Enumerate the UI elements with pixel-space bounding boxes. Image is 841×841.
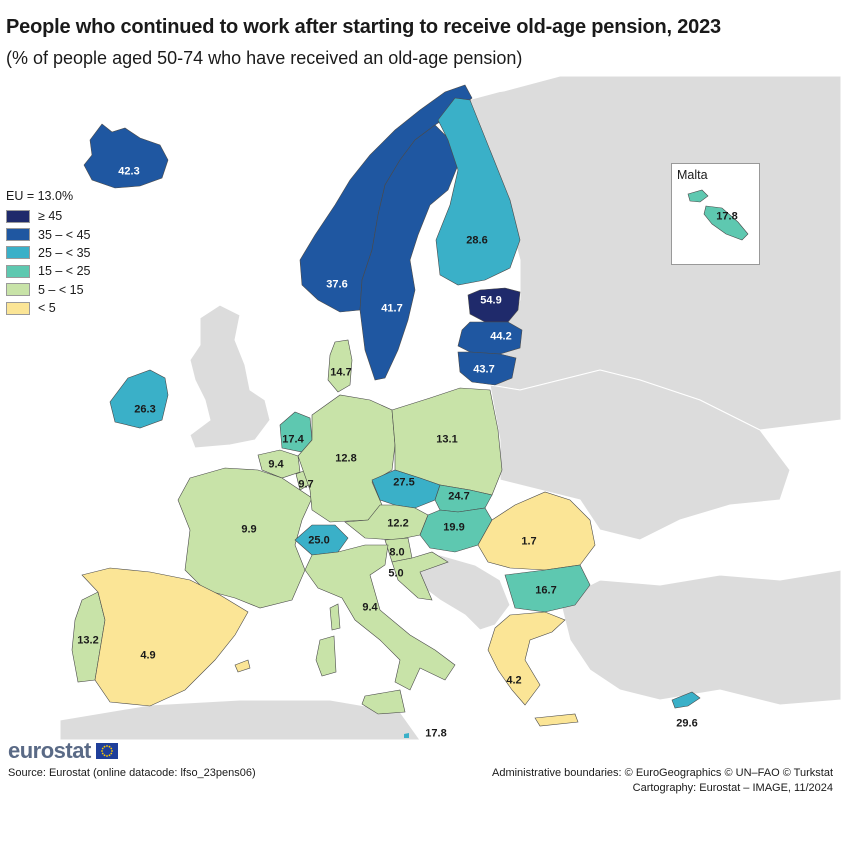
label-de: 12.8 <box>335 452 357 465</box>
country-se <box>359 124 459 381</box>
country-ie <box>109 369 169 429</box>
legend-title: EU = 13.0% <box>6 189 74 203</box>
country-be <box>257 449 301 479</box>
russia-land <box>469 76 841 431</box>
country-ro <box>477 491 596 571</box>
legend-item: 5 – < 15 <box>6 281 90 299</box>
legend-item: 35 – < 45 <box>6 225 90 243</box>
legend-label: 35 – < 45 <box>38 227 91 242</box>
label-cz: 27.5 <box>393 476 415 489</box>
belarus-ukraine-land <box>489 369 791 541</box>
country-at <box>344 504 429 541</box>
country-es-balearic <box>234 659 251 673</box>
label-cy: 29.6 <box>676 717 698 730</box>
label-mt: 17.8 <box>425 727 447 740</box>
label-dk: 14.7 <box>330 366 352 379</box>
label-lu: 9.7 <box>298 478 314 491</box>
country-lt <box>457 351 517 386</box>
country-it-sicily <box>361 689 406 715</box>
legend-label: 15 – < 25 <box>38 264 91 279</box>
cartography-credit: Cartography: Eurostat – IMAGE, 11/2024 <box>632 782 833 794</box>
label-lv: 44.2 <box>490 330 512 343</box>
label-fr: 9.9 <box>241 523 257 536</box>
label-fi: 28.6 <box>466 234 488 247</box>
turkey-land <box>559 569 841 706</box>
country-lv <box>457 321 523 355</box>
map-title: People who continued to work after start… <box>6 16 721 38</box>
country-it-sardinia <box>315 635 337 677</box>
legend-swatch <box>6 264 30 278</box>
balkans-land <box>409 554 511 631</box>
malta-main-shape <box>703 205 749 241</box>
country-dk <box>327 339 353 393</box>
label-ie: 26.3 <box>134 403 156 416</box>
country-mt-marker <box>404 733 409 738</box>
eurostat-wordmark: eurostat <box>8 738 91 763</box>
country-is <box>83 123 169 189</box>
label-hr: 5.0 <box>388 567 404 580</box>
label-ro: 1.7 <box>521 535 537 548</box>
legend-swatch <box>6 209 30 223</box>
legend-item: ≥ 45 <box>6 207 90 225</box>
label-ee: 54.9 <box>480 294 502 307</box>
legend-label: 5 – < 15 <box>38 282 84 297</box>
label-ch: 25.0 <box>308 534 330 547</box>
label-bg: 16.7 <box>535 584 557 597</box>
country-hr <box>391 551 449 601</box>
uk-land <box>189 304 271 449</box>
legend-label: 25 – < 35 <box>38 245 91 260</box>
label-at: 12.2 <box>387 517 409 530</box>
country-ee <box>467 287 521 323</box>
label-be: 9.4 <box>268 458 284 471</box>
legend-item: 25 – < 35 <box>6 244 90 262</box>
malta-gozo-shape <box>687 189 709 203</box>
malta-inset: Malta <box>671 163 760 265</box>
legend-item: 15 – < 25 <box>6 262 90 280</box>
label-pt: 13.2 <box>77 634 99 647</box>
legend-swatch <box>6 228 30 242</box>
label-is: 42.3 <box>118 165 140 178</box>
eurostat-logo: eurostat <box>8 738 118 764</box>
legend-swatch <box>6 246 30 260</box>
label-pl: 13.1 <box>436 433 458 446</box>
legend-label: < 5 <box>38 301 56 316</box>
legend-item: < 5 <box>6 299 90 317</box>
label-lt: 43.7 <box>473 363 495 376</box>
country-bg <box>504 564 591 613</box>
legend-label: ≥ 45 <box>38 209 63 224</box>
label-si: 8.0 <box>389 546 405 559</box>
country-fi <box>435 97 521 286</box>
country-el <box>487 611 566 706</box>
label-mt-inset: 17.8 <box>716 210 738 223</box>
map-subtitle: (% of people aged 50-74 who have receive… <box>6 48 523 68</box>
boundaries-credit: Administrative boundaries: © EuroGeograp… <box>491 767 833 779</box>
legend-swatch <box>6 283 30 297</box>
label-no: 37.6 <box>326 278 348 291</box>
legend-swatch <box>6 301 30 315</box>
label-hu: 19.9 <box>443 521 465 534</box>
label-es: 4.9 <box>140 649 156 662</box>
legend: EU = 13.0% ≥ 45 35 – < 45 25 – < 35 15 –… <box>6 189 90 317</box>
eu-flag-icon <box>95 743 118 759</box>
country-es <box>81 567 249 707</box>
label-se: 41.7 <box>381 302 403 315</box>
country-cy <box>671 691 701 709</box>
malta-inset-map <box>687 189 749 241</box>
country-el-crete <box>534 713 579 727</box>
country-fr-corsica <box>329 603 341 631</box>
source-note: Source: Eurostat (online datacode: lfso_… <box>8 767 256 779</box>
label-nl: 17.4 <box>282 433 304 446</box>
label-el: 4.2 <box>506 674 522 687</box>
malta-inset-title: Malta <box>677 168 708 182</box>
label-sk: 24.7 <box>448 490 470 503</box>
country-it <box>304 544 456 691</box>
label-it: 9.4 <box>362 601 378 614</box>
scandinavia-russia-north <box>470 88 590 130</box>
